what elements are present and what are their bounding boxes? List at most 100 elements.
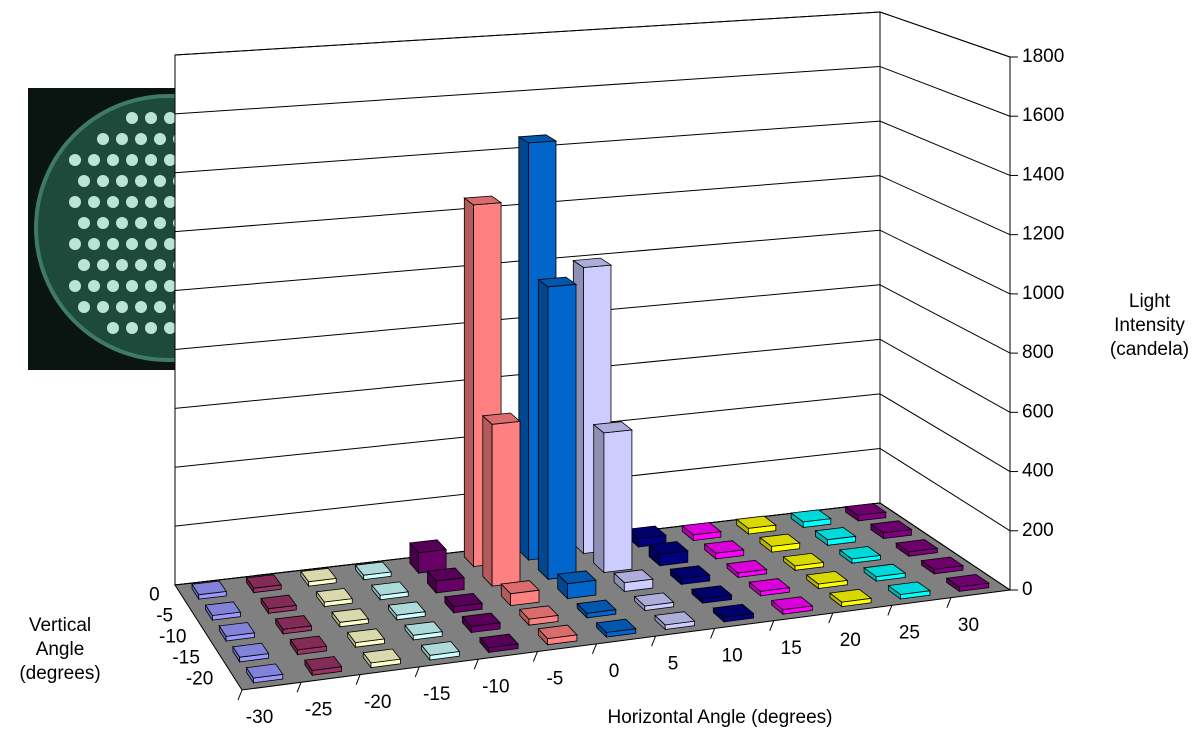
x-tick-label: -10 bbox=[482, 676, 509, 697]
x-tick-label: 0 bbox=[609, 661, 620, 682]
bar-top bbox=[518, 605, 559, 620]
x-tick-label: 15 bbox=[781, 638, 802, 659]
bar-top bbox=[218, 622, 256, 637]
bar bbox=[844, 503, 887, 522]
tick-mark bbox=[887, 605, 893, 616]
grid-line bbox=[879, 393, 1011, 472]
bar-top bbox=[362, 648, 402, 664]
y-axis-label: Light Intensity (candela) bbox=[1109, 291, 1190, 360]
bar-top bbox=[669, 565, 711, 580]
x-tick-label: -15 bbox=[423, 684, 450, 705]
bar-side bbox=[593, 423, 605, 574]
bar bbox=[274, 615, 313, 636]
bar bbox=[371, 581, 409, 601]
bar bbox=[444, 592, 483, 614]
depth-axis-label: Vertical Angle (degrees) bbox=[19, 615, 101, 684]
tick-mark bbox=[710, 628, 716, 639]
bar bbox=[595, 618, 637, 639]
depth-tick-label: -15 bbox=[172, 648, 199, 669]
bar bbox=[304, 656, 343, 677]
bar bbox=[232, 642, 270, 664]
bar-top bbox=[500, 580, 540, 595]
bar bbox=[461, 612, 501, 634]
bar bbox=[592, 421, 633, 574]
bar bbox=[354, 561, 392, 581]
bar bbox=[758, 533, 801, 553]
bar bbox=[245, 574, 282, 594]
bar bbox=[895, 539, 939, 557]
y-tick-label: 1200 bbox=[1022, 224, 1064, 245]
x-axis-label: Horizontal Angle (degrees) bbox=[607, 707, 833, 728]
tick-mark bbox=[946, 597, 952, 608]
bar-top bbox=[463, 195, 503, 206]
bar bbox=[690, 585, 733, 604]
bar bbox=[748, 578, 791, 597]
bar bbox=[726, 559, 768, 579]
bar-top bbox=[633, 592, 675, 607]
bar bbox=[537, 276, 578, 581]
tick-mark bbox=[296, 682, 302, 693]
x-tick-label: 10 bbox=[722, 646, 743, 667]
bar-top bbox=[690, 585, 733, 600]
bar-top bbox=[592, 421, 633, 434]
tick-mark bbox=[355, 674, 361, 685]
tick-mark bbox=[651, 635, 657, 647]
bar-top bbox=[726, 559, 768, 574]
bar-top bbox=[945, 573, 990, 588]
bar-top bbox=[703, 540, 745, 554]
bar bbox=[814, 527, 857, 547]
depth-tick-label: -5 bbox=[156, 606, 173, 627]
bar-top bbox=[869, 520, 913, 534]
bar-top bbox=[461, 612, 501, 627]
bar bbox=[735, 515, 777, 535]
bar-top bbox=[758, 533, 801, 547]
bar-top bbox=[537, 276, 578, 288]
bar-top bbox=[828, 588, 873, 603]
grid-line bbox=[879, 338, 1011, 413]
bar-top bbox=[838, 546, 882, 560]
x-tick-label: 20 bbox=[840, 630, 861, 651]
bar bbox=[387, 601, 426, 621]
bar-top bbox=[805, 570, 849, 585]
depth-tick-label: -20 bbox=[186, 669, 213, 690]
x-tick-label: 5 bbox=[668, 653, 679, 674]
bar-top bbox=[304, 656, 343, 671]
bar bbox=[481, 412, 521, 588]
x-tick-label: 25 bbox=[899, 623, 920, 644]
bar bbox=[712, 603, 755, 623]
grid-line bbox=[879, 284, 1011, 354]
bar bbox=[613, 569, 654, 593]
bar bbox=[838, 546, 882, 564]
bar bbox=[887, 581, 932, 600]
bar-top bbox=[371, 581, 409, 596]
bar bbox=[648, 541, 689, 567]
bar-top bbox=[479, 633, 519, 649]
bar bbox=[479, 633, 519, 654]
bar bbox=[703, 540, 745, 560]
x-tick-label: -20 bbox=[364, 692, 391, 713]
y-tick-label: 1600 bbox=[1022, 105, 1064, 126]
side-wall bbox=[879, 11, 1011, 591]
bar-top bbox=[331, 608, 370, 623]
bar-top bbox=[346, 628, 386, 644]
bar-front bbox=[603, 429, 633, 573]
bar-front bbox=[547, 283, 577, 580]
bar-top bbox=[895, 539, 939, 553]
bar bbox=[782, 552, 825, 572]
bar-top bbox=[844, 503, 887, 516]
bar bbox=[346, 628, 386, 649]
x-tick-label: 30 bbox=[958, 615, 979, 636]
bar bbox=[315, 588, 353, 608]
bar-top bbox=[420, 641, 461, 656]
y-tick-label: 0 bbox=[1022, 579, 1033, 600]
bar-top bbox=[595, 618, 637, 633]
bar-top bbox=[245, 574, 282, 589]
bar-top bbox=[404, 621, 443, 636]
y-tick-label: 400 bbox=[1022, 461, 1054, 482]
bar-top bbox=[274, 615, 313, 630]
depth-tick-label: 0 bbox=[149, 585, 160, 606]
bar-side bbox=[482, 414, 493, 588]
tick-mark bbox=[532, 651, 538, 662]
y-tick-label: 1400 bbox=[1022, 164, 1064, 185]
